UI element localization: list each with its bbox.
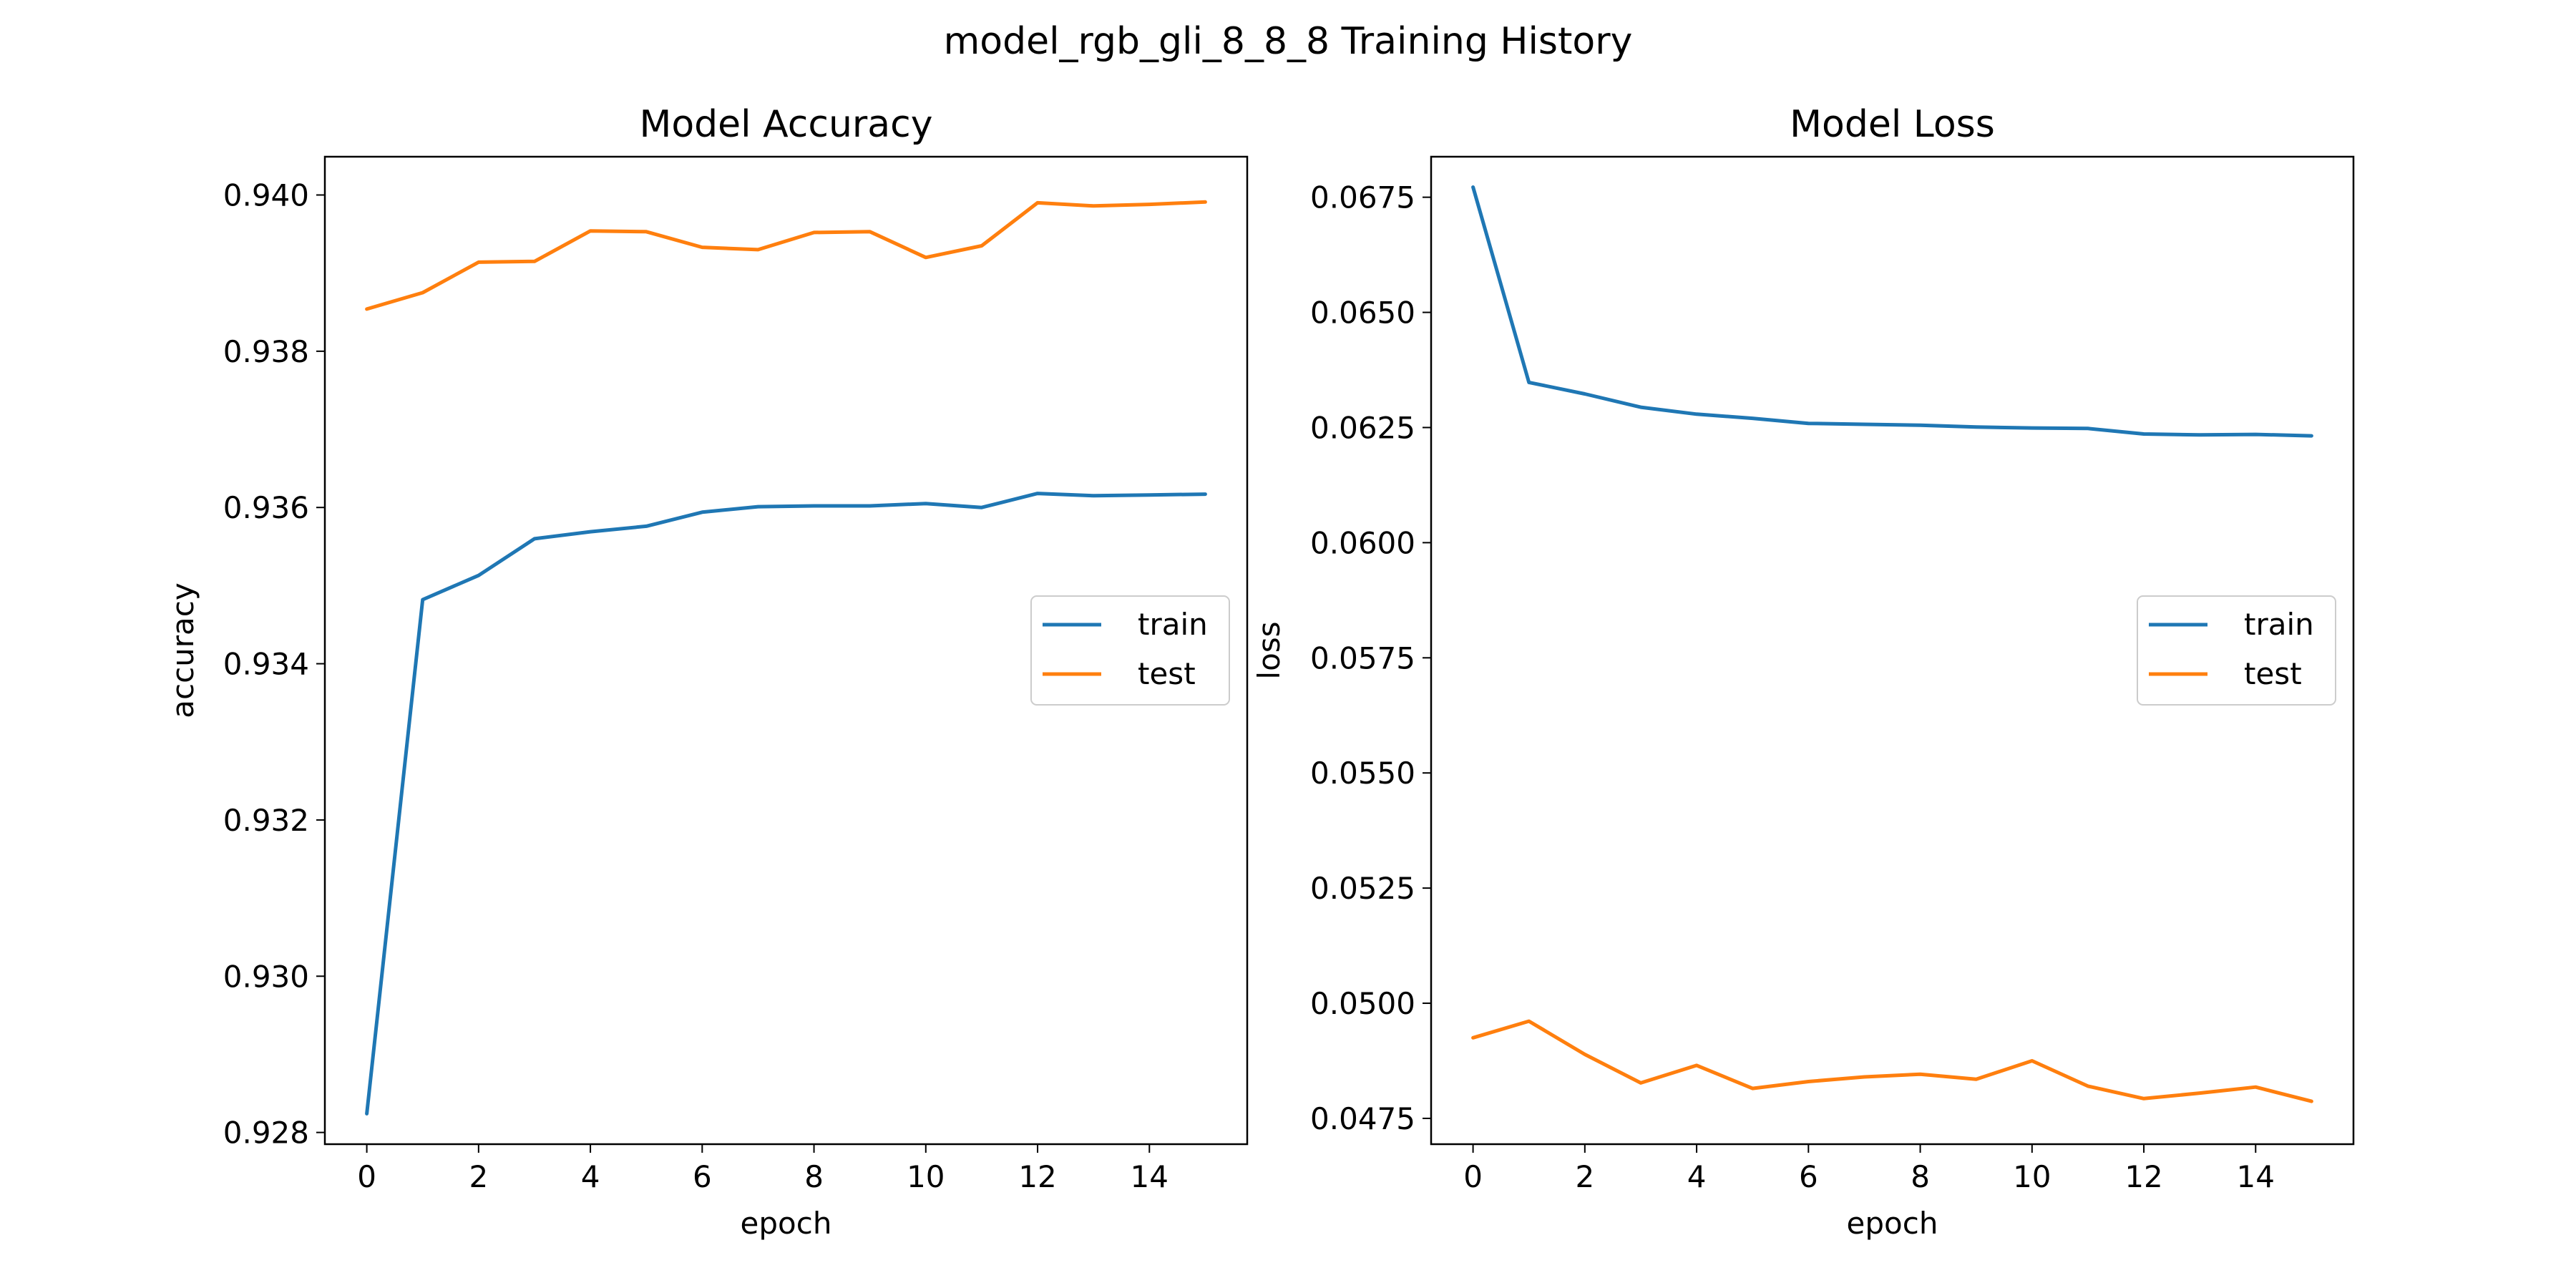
chart-2-legend-label-test: test <box>2244 656 2302 691</box>
chart-1-legend: train test <box>1030 595 1230 706</box>
chart-2-legend: train test <box>2137 595 2336 706</box>
chart-1-y-axis-label: accuracy <box>165 582 200 718</box>
chart-1-x-tick-label: 0 <box>357 1159 376 1194</box>
chart-1-x-tick-label: 12 <box>1018 1159 1056 1194</box>
chart-2-y-axis-label: loss <box>1252 621 1287 679</box>
chart-1-x-axis-label: epoch <box>741 1206 832 1241</box>
chart-2-y-tick-label: 0.0625 <box>1310 410 1415 445</box>
chart-1-y-tick-label: 0.940 <box>223 177 309 213</box>
chart-1-y-tick-label: 0.932 <box>223 803 309 838</box>
chart-2-x-tick-label: 10 <box>2013 1159 2051 1194</box>
chart-2-y-tick-label: 0.0550 <box>1310 756 1415 791</box>
chart-1-x-tick-label: 14 <box>1131 1159 1169 1194</box>
chart-1-legend-label-train: train <box>1138 607 1208 642</box>
chart-2-y-tick-label: 0.0500 <box>1310 986 1415 1021</box>
chart-1-x-tick-label: 10 <box>907 1159 945 1194</box>
chart-1-y-tick-label: 0.934 <box>223 647 309 682</box>
chart-1-axes-frame <box>323 155 1249 1146</box>
chart-2-x-tick-label: 12 <box>2124 1159 2162 1194</box>
chart-2-y-tick-label: 0.0675 <box>1310 180 1415 215</box>
chart-2: 0 2 4 6 8 10 12 14 0.0475 0.0500 0.0525 0.0550 0.057… <box>1252 103 2355 1241</box>
chart-2-y-tick-label: 0.0600 <box>1310 525 1415 560</box>
chart-1-x-tick-label: 2 <box>469 1159 488 1194</box>
chart-1: 0 2 4 6 8 10 12 14 0.928 0.930 0.932 0.934 0.936 0.93… <box>165 103 1249 1241</box>
chart-1-x-tick-label: 6 <box>693 1159 712 1194</box>
chart-1-title: Model Accuracy <box>639 103 932 146</box>
chart-1-y-tick-label: 0.936 <box>223 490 309 525</box>
chart-1-series-test-line <box>365 200 1207 311</box>
chart-1-y-tick-label: 0.938 <box>223 334 309 369</box>
chart-1-series-train-line <box>365 492 1207 1116</box>
chart-2-series-train-line <box>1471 185 2313 438</box>
chart-2-axes-frame <box>1430 155 2355 1146</box>
chart-2-x-tick-label: 0 <box>1463 1159 1483 1194</box>
chart-2-x-tick-label: 8 <box>1911 1159 1930 1194</box>
chart-2-x-tick-label: 4 <box>1687 1159 1707 1194</box>
chart-2-x-tick-label: 2 <box>1575 1159 1594 1194</box>
chart-2-y-tick-label: 0.0650 <box>1310 296 1415 331</box>
chart-2-y-tick-label: 0.0575 <box>1310 640 1415 675</box>
chart-1-y-tick-label: 0.928 <box>223 1116 309 1151</box>
chart-2-series-test-line <box>1471 1019 2313 1103</box>
figure-title: model_rgb_gli_8_8_8 Training History <box>944 20 1633 63</box>
chart-2-x-axis-label: epoch <box>1847 1206 1938 1241</box>
chart-2-title: Model Loss <box>1790 103 1995 146</box>
chart-1-x-tick-label: 8 <box>804 1159 824 1194</box>
chart-1-legend-label-test: test <box>1138 656 1196 691</box>
chart-2-y-tick-label: 0.0525 <box>1310 871 1415 906</box>
chart-2-x-tick-label: 6 <box>1799 1159 1818 1194</box>
chart-1-x-tick-label: 4 <box>581 1159 600 1194</box>
chart-2-legend-label-train: train <box>2244 607 2314 642</box>
chart-1-y-tick-label: 0.930 <box>223 959 309 994</box>
chart-2-y-tick-label: 0.0475 <box>1310 1101 1415 1136</box>
chart-2-x-tick-label: 14 <box>2237 1159 2275 1194</box>
